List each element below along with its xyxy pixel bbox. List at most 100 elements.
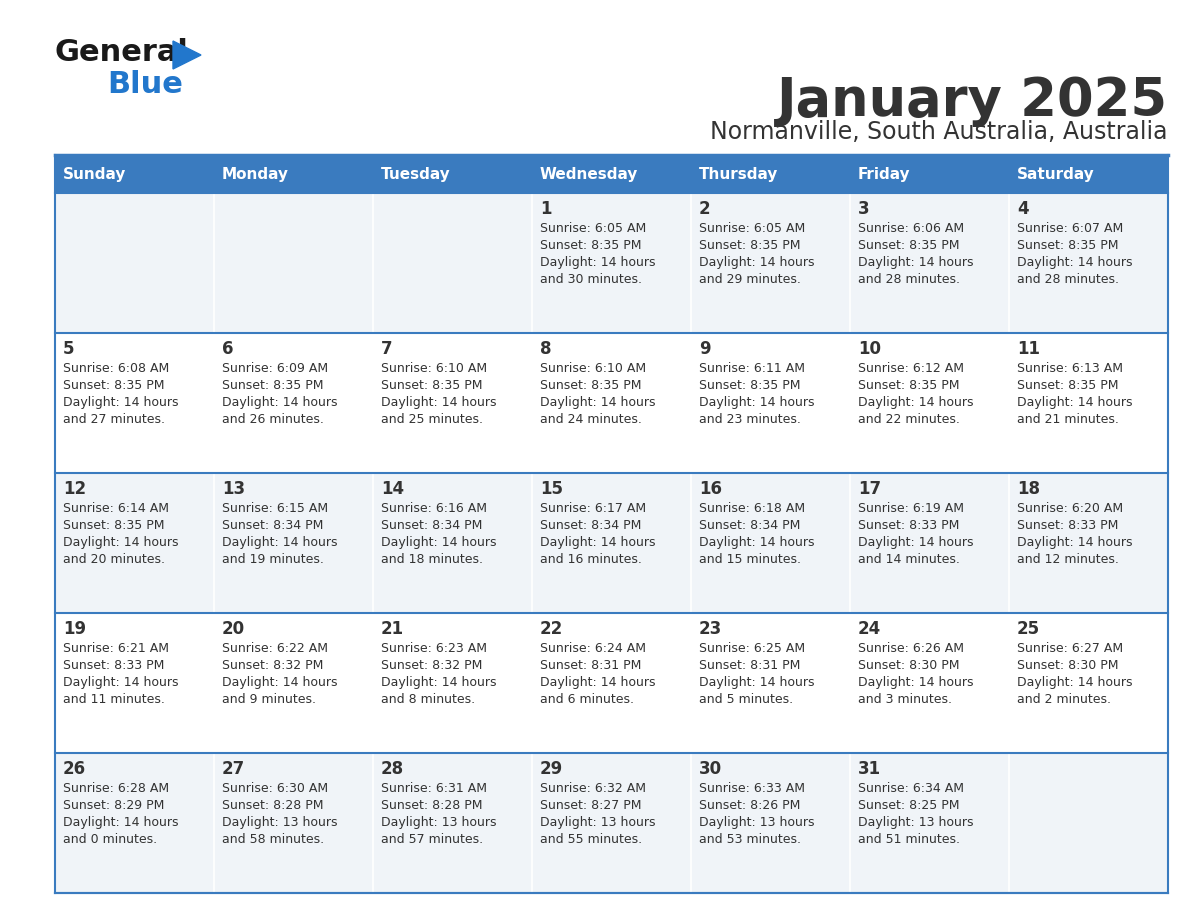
Text: 9: 9 [699, 340, 710, 358]
Text: Sunrise: 6:33 AM: Sunrise: 6:33 AM [699, 782, 805, 795]
Text: Daylight: 14 hours: Daylight: 14 hours [1017, 536, 1132, 549]
Text: Monday: Monday [222, 166, 289, 182]
Text: Sunrise: 6:05 AM: Sunrise: 6:05 AM [699, 222, 805, 235]
Bar [373, 753, 532, 893]
Bar [214, 753, 373, 893]
Text: Daylight: 14 hours: Daylight: 14 hours [858, 536, 973, 549]
Text: Daylight: 14 hours: Daylight: 14 hours [63, 396, 178, 409]
Text: and 30 minutes.: and 30 minutes. [541, 273, 642, 286]
Text: 19: 19 [63, 620, 86, 638]
Text: 12: 12 [63, 480, 86, 498]
Bar [55, 193, 214, 333]
Text: Sunset: 8:32 PM: Sunset: 8:32 PM [222, 659, 323, 672]
Bar [691, 473, 849, 613]
Text: Daylight: 14 hours: Daylight: 14 hours [222, 676, 337, 689]
Text: Sunset: 8:34 PM: Sunset: 8:34 PM [699, 519, 801, 532]
Text: 14: 14 [381, 480, 404, 498]
Bar [373, 155, 532, 193]
Text: and 28 minutes.: and 28 minutes. [858, 273, 960, 286]
Text: and 8 minutes.: and 8 minutes. [381, 693, 475, 706]
Bar [849, 613, 1009, 753]
Bar [532, 473, 691, 613]
Bar [55, 333, 214, 473]
Text: Sunset: 8:34 PM: Sunset: 8:34 PM [381, 519, 482, 532]
Text: Sunrise: 6:14 AM: Sunrise: 6:14 AM [63, 502, 169, 515]
Text: Sunset: 8:34 PM: Sunset: 8:34 PM [541, 519, 642, 532]
Text: Daylight: 13 hours: Daylight: 13 hours [541, 816, 656, 829]
Text: Sunrise: 6:22 AM: Sunrise: 6:22 AM [222, 642, 328, 655]
Text: 16: 16 [699, 480, 722, 498]
Text: 21: 21 [381, 620, 404, 638]
Text: 26: 26 [63, 760, 86, 778]
Text: 13: 13 [222, 480, 245, 498]
Bar [532, 753, 691, 893]
Text: Normanville, South Australia, Australia: Normanville, South Australia, Australia [710, 120, 1168, 144]
Text: Sunrise: 6:27 AM: Sunrise: 6:27 AM [1017, 642, 1123, 655]
Text: 31: 31 [858, 760, 881, 778]
Text: Saturday: Saturday [1017, 166, 1095, 182]
Text: Sunset: 8:31 PM: Sunset: 8:31 PM [541, 659, 642, 672]
Text: Sunset: 8:25 PM: Sunset: 8:25 PM [858, 799, 960, 812]
Text: Sunrise: 6:07 AM: Sunrise: 6:07 AM [1017, 222, 1123, 235]
Text: and 24 minutes.: and 24 minutes. [541, 413, 642, 426]
Text: Sunrise: 6:26 AM: Sunrise: 6:26 AM [858, 642, 963, 655]
Text: Sunset: 8:35 PM: Sunset: 8:35 PM [541, 239, 642, 252]
Text: Sunrise: 6:12 AM: Sunrise: 6:12 AM [858, 362, 963, 375]
Text: and 20 minutes.: and 20 minutes. [63, 553, 165, 566]
Text: 6: 6 [222, 340, 234, 358]
Text: Sunset: 8:30 PM: Sunset: 8:30 PM [1017, 659, 1118, 672]
Bar [214, 155, 373, 193]
Bar [55, 613, 214, 753]
Bar [214, 333, 373, 473]
Bar [55, 473, 214, 613]
Text: and 15 minutes.: and 15 minutes. [699, 553, 801, 566]
Text: Sunrise: 6:25 AM: Sunrise: 6:25 AM [699, 642, 805, 655]
Text: Daylight: 13 hours: Daylight: 13 hours [699, 816, 815, 829]
Text: Daylight: 14 hours: Daylight: 14 hours [858, 396, 973, 409]
Text: Daylight: 14 hours: Daylight: 14 hours [63, 676, 178, 689]
Text: Sunrise: 6:16 AM: Sunrise: 6:16 AM [381, 502, 487, 515]
Text: Daylight: 14 hours: Daylight: 14 hours [699, 396, 815, 409]
Text: Daylight: 14 hours: Daylight: 14 hours [63, 536, 178, 549]
Bar [1009, 753, 1168, 893]
Text: Sunset: 8:33 PM: Sunset: 8:33 PM [1017, 519, 1118, 532]
Text: January 2025: January 2025 [777, 75, 1168, 127]
Text: and 21 minutes.: and 21 minutes. [1017, 413, 1119, 426]
Bar [849, 473, 1009, 613]
Text: and 12 minutes.: and 12 minutes. [1017, 553, 1119, 566]
Text: Sunset: 8:31 PM: Sunset: 8:31 PM [699, 659, 801, 672]
Text: and 9 minutes.: and 9 minutes. [222, 693, 316, 706]
Text: 30: 30 [699, 760, 722, 778]
Text: 1: 1 [541, 200, 551, 218]
Bar [373, 193, 532, 333]
Text: Sunset: 8:34 PM: Sunset: 8:34 PM [222, 519, 323, 532]
Text: Sunrise: 6:24 AM: Sunrise: 6:24 AM [541, 642, 646, 655]
Bar [532, 613, 691, 753]
Text: Sunset: 8:28 PM: Sunset: 8:28 PM [222, 799, 323, 812]
Text: Blue: Blue [107, 70, 183, 99]
Text: 23: 23 [699, 620, 722, 638]
Bar [532, 193, 691, 333]
Text: 7: 7 [381, 340, 392, 358]
Text: Sunset: 8:35 PM: Sunset: 8:35 PM [1017, 239, 1118, 252]
Text: Daylight: 14 hours: Daylight: 14 hours [222, 396, 337, 409]
Bar [849, 333, 1009, 473]
Text: and 55 minutes.: and 55 minutes. [541, 833, 643, 846]
Text: Sunrise: 6:05 AM: Sunrise: 6:05 AM [541, 222, 646, 235]
Text: Daylight: 14 hours: Daylight: 14 hours [699, 536, 815, 549]
Text: Daylight: 14 hours: Daylight: 14 hours [699, 256, 815, 269]
Bar [55, 155, 214, 193]
Polygon shape [173, 41, 201, 69]
Text: Sunrise: 6:17 AM: Sunrise: 6:17 AM [541, 502, 646, 515]
Text: 5: 5 [63, 340, 75, 358]
Text: and 53 minutes.: and 53 minutes. [699, 833, 801, 846]
Text: Sunrise: 6:23 AM: Sunrise: 6:23 AM [381, 642, 487, 655]
Text: and 26 minutes.: and 26 minutes. [222, 413, 324, 426]
Text: 29: 29 [541, 760, 563, 778]
Text: Sunset: 8:35 PM: Sunset: 8:35 PM [63, 379, 164, 392]
Bar [532, 333, 691, 473]
Text: and 0 minutes.: and 0 minutes. [63, 833, 157, 846]
Text: Sunrise: 6:06 AM: Sunrise: 6:06 AM [858, 222, 965, 235]
Text: Daylight: 14 hours: Daylight: 14 hours [1017, 256, 1132, 269]
Text: 10: 10 [858, 340, 881, 358]
